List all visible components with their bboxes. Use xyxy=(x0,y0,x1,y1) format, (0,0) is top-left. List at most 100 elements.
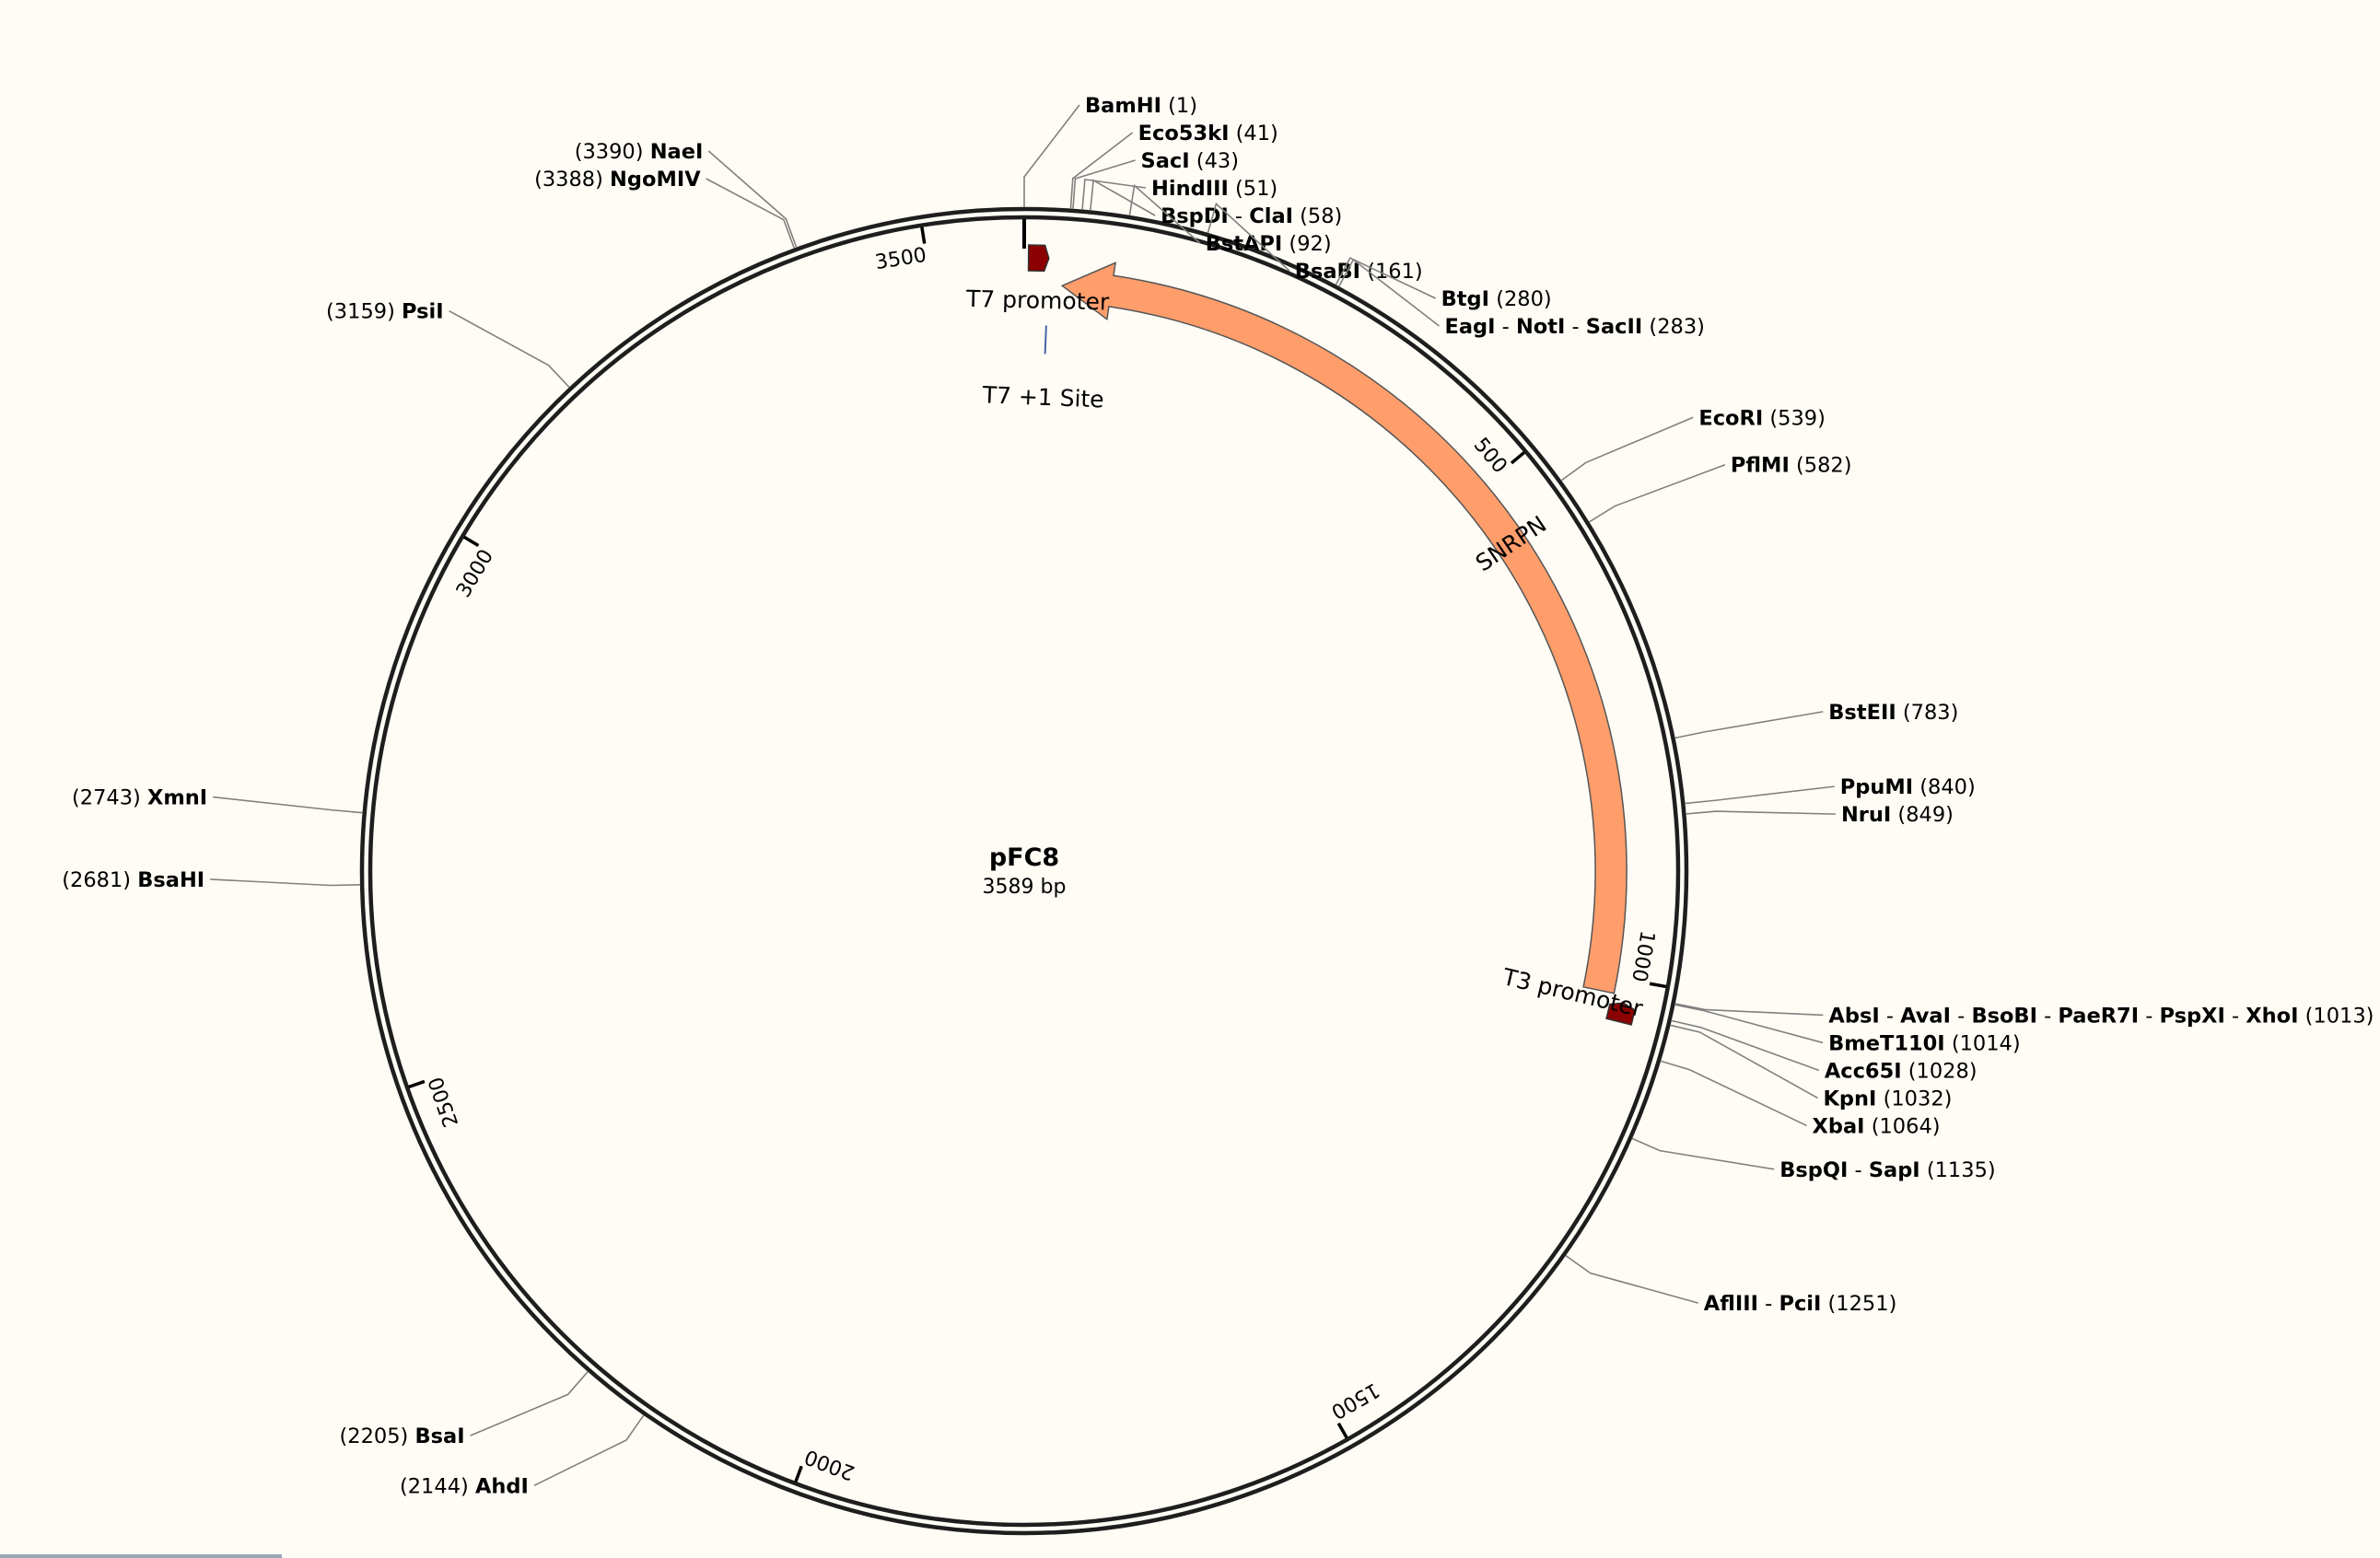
site-saci[interactable]: SacI (43) xyxy=(1072,149,1239,210)
site-position: (280) xyxy=(1489,287,1552,311)
enzyme-name: AhdI xyxy=(475,1474,529,1498)
site-bsabi[interactable]: BsaBI (161) xyxy=(1207,202,1423,284)
site-label: (2681) BsaHI xyxy=(62,868,204,892)
site-label: BspDI - ClaI (58) xyxy=(1161,204,1342,228)
leader-line xyxy=(1588,463,1726,523)
site-naei[interactable]: (3390) NaeI xyxy=(575,140,798,249)
site-bsteii[interactable]: BstEII (783) xyxy=(1674,701,1958,739)
site-xbai[interactable]: XbaI (1064) xyxy=(1660,1060,1941,1138)
leader-line xyxy=(449,309,570,389)
enzyme-name: AbsI xyxy=(1828,1004,1879,1028)
site-bsahi[interactable]: (2681) BsaHI xyxy=(62,868,361,892)
tick-mark-2500 xyxy=(408,1079,426,1089)
feature-t7-promoter[interactable] xyxy=(1027,244,1050,273)
site-position: (2144) xyxy=(400,1474,475,1498)
feature-t3-promoter[interactable] xyxy=(1605,1002,1636,1026)
site-bspqi-sapi[interactable]: BspQI - SapI (1135) xyxy=(1631,1137,1996,1182)
site-btgi[interactable]: BtgI (280) xyxy=(1335,257,1552,311)
site-position: (849) xyxy=(1891,803,1954,827)
site-position: (2205) xyxy=(339,1424,414,1448)
enzyme-name: PpuMI xyxy=(1840,775,1913,799)
site-label: NruI (849) xyxy=(1841,803,1954,827)
leader-line xyxy=(1069,132,1134,209)
enzyme-name: EagI xyxy=(1444,315,1495,339)
site-position: (92) xyxy=(1282,232,1331,256)
site-pflmi[interactable]: PflMI (582) xyxy=(1588,454,1852,523)
separator: - xyxy=(2139,1004,2159,1028)
site-eco53ki[interactable]: Eco53kI (41) xyxy=(1069,122,1278,209)
separator: - xyxy=(1229,204,1249,228)
separator: - xyxy=(2037,1004,2058,1028)
enzyme-name: BspDI xyxy=(1161,204,1229,228)
horizontal-scrollbar[interactable] xyxy=(0,1554,282,1558)
site-label: KpnI (1032) xyxy=(1824,1087,1953,1110)
site-ngomiv[interactable]: (3388) NgoMIV xyxy=(534,168,796,249)
leader-line xyxy=(1674,1003,1824,1017)
enzyme-name: Acc65I xyxy=(1825,1059,1902,1083)
site-bsai[interactable]: (2205) BsaI xyxy=(339,1370,589,1449)
enzyme-name: ClaI xyxy=(1249,204,1293,228)
separator: - xyxy=(1880,1004,1900,1028)
enzyme-name: PciI xyxy=(1779,1292,1821,1316)
site-acc65i[interactable]: Acc65I (1028) xyxy=(1671,1019,1978,1083)
feature-snrpn[interactable] xyxy=(1060,262,1628,994)
leader-line xyxy=(1565,1254,1699,1304)
site-label: PpuMI (840) xyxy=(1840,775,1976,799)
enzyme-name: SapI xyxy=(1869,1158,1920,1182)
enzyme-name: AflIII xyxy=(1704,1292,1758,1316)
site-afliii-pcii[interactable]: AflIII - PciI (1251) xyxy=(1565,1254,1897,1316)
site-label: AbsI - AvaI - BsoBI - PaeR7I - PspXI - X… xyxy=(1828,1004,2374,1028)
site-label: (2144) AhdI xyxy=(400,1474,529,1498)
site-eagi-noti-sacii[interactable]: EagI - NotI - SacII (283) xyxy=(1337,258,1705,339)
site-ppumi[interactable]: PpuMI (840) xyxy=(1685,775,1976,805)
site-nrui[interactable]: NruI (849) xyxy=(1686,803,1954,827)
site-label: AflIII - PciI (1251) xyxy=(1704,1292,1897,1316)
enzyme-name: XbaI xyxy=(1813,1114,1865,1138)
site-psii[interactable]: (3159) PsiI xyxy=(326,300,570,389)
site-label: (2205) BsaI xyxy=(339,1424,464,1448)
enzyme-name: NaeI xyxy=(650,140,704,164)
site-position: (283) xyxy=(1642,315,1705,339)
site-label: EagI - NotI - SacII (283) xyxy=(1444,315,1704,339)
site-position: (1) xyxy=(1161,94,1197,118)
enzyme-name: BsaI xyxy=(414,1424,464,1448)
enzyme-name: BstAPI xyxy=(1206,232,1283,256)
leader-line xyxy=(1560,416,1694,482)
separator: - xyxy=(2225,1004,2246,1028)
enzyme-name: XmnI xyxy=(147,786,207,810)
enzyme-name: HindIII xyxy=(1151,177,1229,201)
site-label: (3159) PsiI xyxy=(326,300,444,324)
leader-line xyxy=(1685,785,1835,805)
site-position: (43) xyxy=(1190,149,1239,173)
site-absi-avai-bsobi-paer7i-pspxi-xhoi[interactable]: AbsI - AvaI - BsoBI - PaeR7I - PspXI - X… xyxy=(1674,1003,2374,1029)
site-bspdi-clai[interactable]: BspDI - ClaI (58) xyxy=(1090,179,1343,228)
separator: - xyxy=(1758,1292,1779,1316)
leader-line xyxy=(1686,810,1836,815)
enzyme-name: XhoI xyxy=(2246,1004,2298,1028)
site-xmni[interactable]: (2743) XmnI xyxy=(72,786,363,814)
leader-line xyxy=(470,1370,589,1436)
site-label: Acc65I (1028) xyxy=(1825,1059,1978,1083)
site-label: Eco53kI (41) xyxy=(1138,122,1278,145)
site-position: (58) xyxy=(1293,204,1342,228)
site-kpni[interactable]: KpnI (1032) xyxy=(1670,1024,1953,1110)
leader-line xyxy=(1671,1019,1820,1072)
leader-line xyxy=(707,150,798,249)
site-position: (1013) xyxy=(2298,1004,2374,1028)
site-label: PflMI (582) xyxy=(1731,454,1852,478)
site-position: (2681) xyxy=(62,868,137,892)
site-position: (41) xyxy=(1229,122,1278,145)
site-ecori[interactable]: EcoRI (539) xyxy=(1560,406,1826,482)
site-bamhi[interactable]: BamHI (1) xyxy=(1023,94,1197,207)
site-label: BstEII (783) xyxy=(1828,701,1958,725)
site-hindiii[interactable]: HindIII (51) xyxy=(1081,177,1278,210)
enzyme-name: Eco53kI xyxy=(1138,122,1230,145)
leader-line xyxy=(210,878,361,887)
enzyme-name: PsiI xyxy=(402,300,444,324)
leader-line xyxy=(1207,202,1290,272)
site-bmet110i[interactable]: BmeT110I (1014) xyxy=(1674,1004,2021,1055)
site-ahdi[interactable]: (2144) AhdI xyxy=(400,1414,645,1498)
site-label: HindIII (51) xyxy=(1151,177,1278,201)
separator: - xyxy=(1951,1004,1971,1028)
